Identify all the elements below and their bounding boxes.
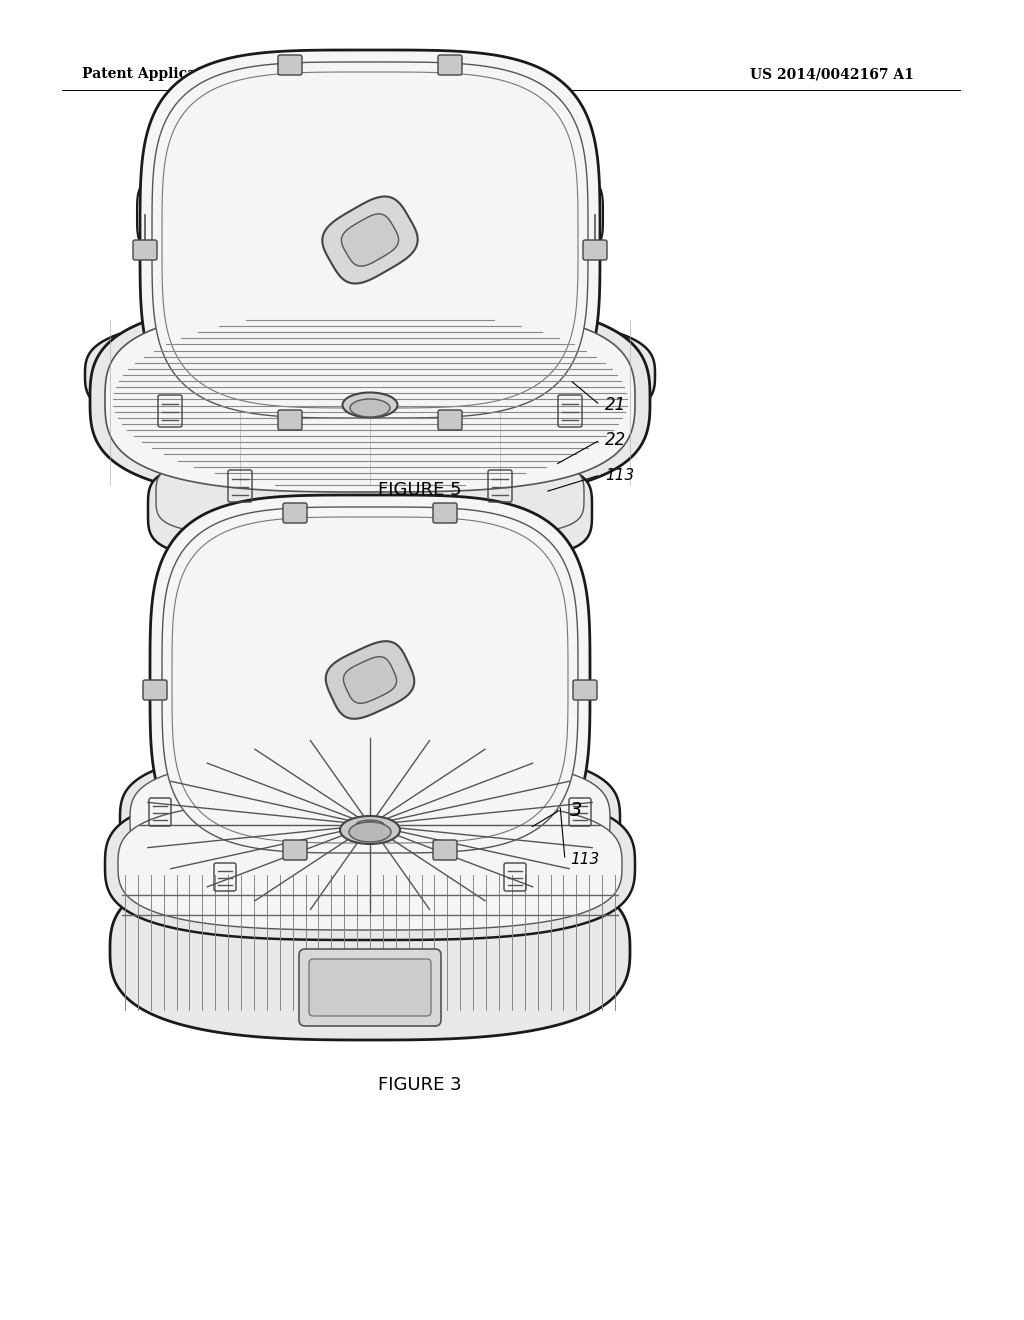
Polygon shape xyxy=(343,657,396,704)
FancyBboxPatch shape xyxy=(299,949,441,1026)
Ellipse shape xyxy=(342,392,397,417)
FancyBboxPatch shape xyxy=(283,840,307,861)
Polygon shape xyxy=(110,861,630,1040)
FancyBboxPatch shape xyxy=(433,840,457,861)
Text: US 2014/0042167 A1: US 2014/0042167 A1 xyxy=(750,67,913,81)
FancyBboxPatch shape xyxy=(433,503,457,523)
Text: 3: 3 xyxy=(570,800,583,820)
Ellipse shape xyxy=(349,822,391,842)
Ellipse shape xyxy=(361,822,379,828)
FancyBboxPatch shape xyxy=(278,55,302,75)
Polygon shape xyxy=(150,495,590,865)
Polygon shape xyxy=(172,517,568,843)
Text: 113: 113 xyxy=(570,853,599,867)
Polygon shape xyxy=(145,160,595,255)
Text: Patent Application Publication: Patent Application Publication xyxy=(82,67,322,81)
Text: FIGURE 5: FIGURE 5 xyxy=(378,480,462,499)
Polygon shape xyxy=(137,158,603,272)
Polygon shape xyxy=(152,62,588,418)
FancyBboxPatch shape xyxy=(133,240,157,260)
Polygon shape xyxy=(118,800,622,931)
Text: FIGURE 3: FIGURE 3 xyxy=(378,1076,462,1094)
Polygon shape xyxy=(120,750,620,890)
Ellipse shape xyxy=(350,399,390,417)
Text: Feb. 13, 2014  Sheet 2 of 14: Feb. 13, 2014 Sheet 2 of 14 xyxy=(321,67,539,81)
FancyBboxPatch shape xyxy=(143,680,167,700)
Polygon shape xyxy=(105,308,635,492)
Polygon shape xyxy=(130,758,610,882)
FancyBboxPatch shape xyxy=(438,411,462,430)
Polygon shape xyxy=(323,197,418,284)
Text: 113: 113 xyxy=(605,467,634,483)
Polygon shape xyxy=(90,300,650,500)
FancyBboxPatch shape xyxy=(573,680,597,700)
FancyBboxPatch shape xyxy=(438,55,462,75)
Polygon shape xyxy=(162,73,578,408)
Ellipse shape xyxy=(365,824,375,826)
Polygon shape xyxy=(85,315,655,436)
FancyBboxPatch shape xyxy=(278,411,302,430)
Ellipse shape xyxy=(340,816,400,843)
FancyBboxPatch shape xyxy=(583,240,607,260)
FancyBboxPatch shape xyxy=(283,503,307,523)
Polygon shape xyxy=(156,455,584,537)
FancyBboxPatch shape xyxy=(309,960,431,1016)
Polygon shape xyxy=(148,458,592,561)
Polygon shape xyxy=(140,50,600,430)
Ellipse shape xyxy=(356,820,384,830)
Polygon shape xyxy=(105,789,635,940)
Polygon shape xyxy=(326,642,415,719)
Text: 22: 22 xyxy=(605,432,627,449)
Text: 21: 21 xyxy=(605,396,627,414)
Polygon shape xyxy=(162,507,578,853)
Polygon shape xyxy=(341,214,398,267)
